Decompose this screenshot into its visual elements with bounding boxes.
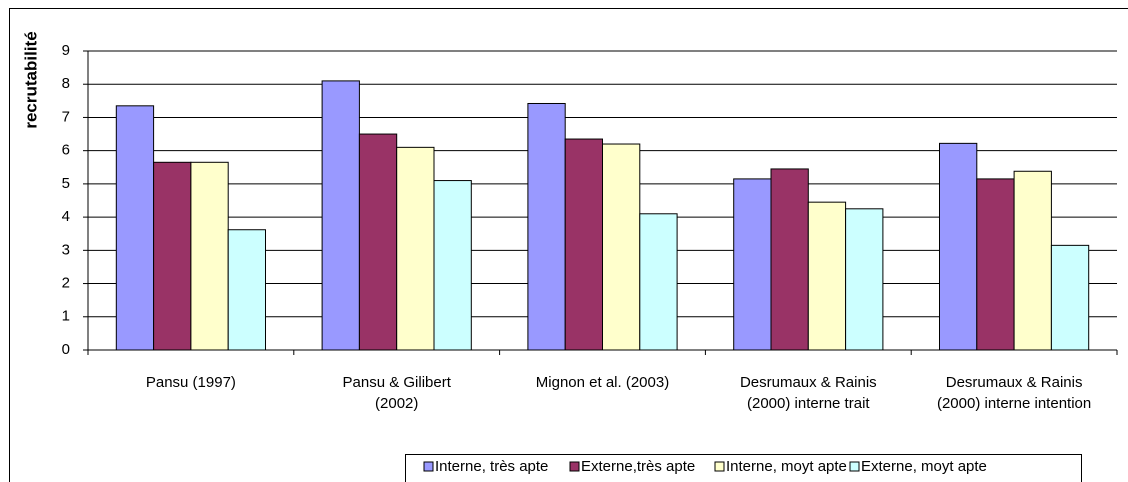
- x-tick-label: Pansu (1997): [146, 374, 236, 391]
- bar: [564, 138, 604, 351]
- x-tick-label: Pansu & Gilibert: [343, 374, 452, 391]
- chart-frame: [9, 8, 1128, 482]
- legend-swatch: [569, 461, 580, 472]
- bar: [1013, 170, 1052, 351]
- bar: [939, 142, 978, 351]
- y-tick-label: 5: [62, 175, 70, 192]
- bar: [227, 229, 266, 351]
- legend-swatch: [714, 461, 725, 472]
- y-tick-label: 6: [62, 142, 70, 159]
- legend-label: Interne, moyt apte: [726, 458, 847, 475]
- x-tick-label: Desrumaux & Rainis: [740, 374, 877, 391]
- x-tick-label: (2002): [375, 395, 418, 412]
- x-tick-label: (2000) interne trait: [747, 395, 870, 412]
- bar: [976, 178, 1015, 351]
- y-tick-label: 3: [62, 241, 70, 258]
- y-tick-label: 1: [62, 308, 70, 325]
- legend-label: Interne, très apte: [435, 458, 548, 475]
- y-tick-label: 9: [62, 42, 70, 59]
- y-axis-title: recrutabilité: [21, 31, 40, 128]
- y-tick-label: 0: [62, 341, 70, 358]
- bar: [602, 143, 641, 351]
- bar: [321, 80, 360, 351]
- bar: [396, 146, 435, 351]
- x-tick-label: Desrumaux & Rainis: [946, 374, 1083, 391]
- bar: [733, 178, 772, 351]
- legend-label: Externe, moyt apte: [861, 458, 987, 475]
- y-tick-label: 8: [62, 75, 70, 92]
- y-tick-label: 4: [62, 208, 70, 225]
- bar: [770, 168, 809, 351]
- bar: [845, 208, 884, 351]
- x-tick-label: Mignon et al. (2003): [536, 374, 669, 391]
- x-tick-label: (2000) interne intention: [937, 395, 1091, 412]
- bar: [1050, 244, 1090, 351]
- legend-swatch: [849, 461, 860, 472]
- bar: [115, 105, 155, 351]
- bar: [153, 161, 192, 351]
- legend-swatch: [423, 461, 434, 472]
- bar: [639, 213, 678, 351]
- y-tick-label: 2: [62, 275, 70, 292]
- bar: [358, 133, 398, 351]
- legend-box: [405, 454, 1082, 482]
- legend-label: Externe,très apte: [581, 458, 695, 475]
- y-tick-label: 7: [62, 108, 70, 125]
- bar: [433, 180, 472, 351]
- bar: [527, 102, 566, 351]
- bar: [190, 161, 229, 351]
- bar: [807, 201, 847, 351]
